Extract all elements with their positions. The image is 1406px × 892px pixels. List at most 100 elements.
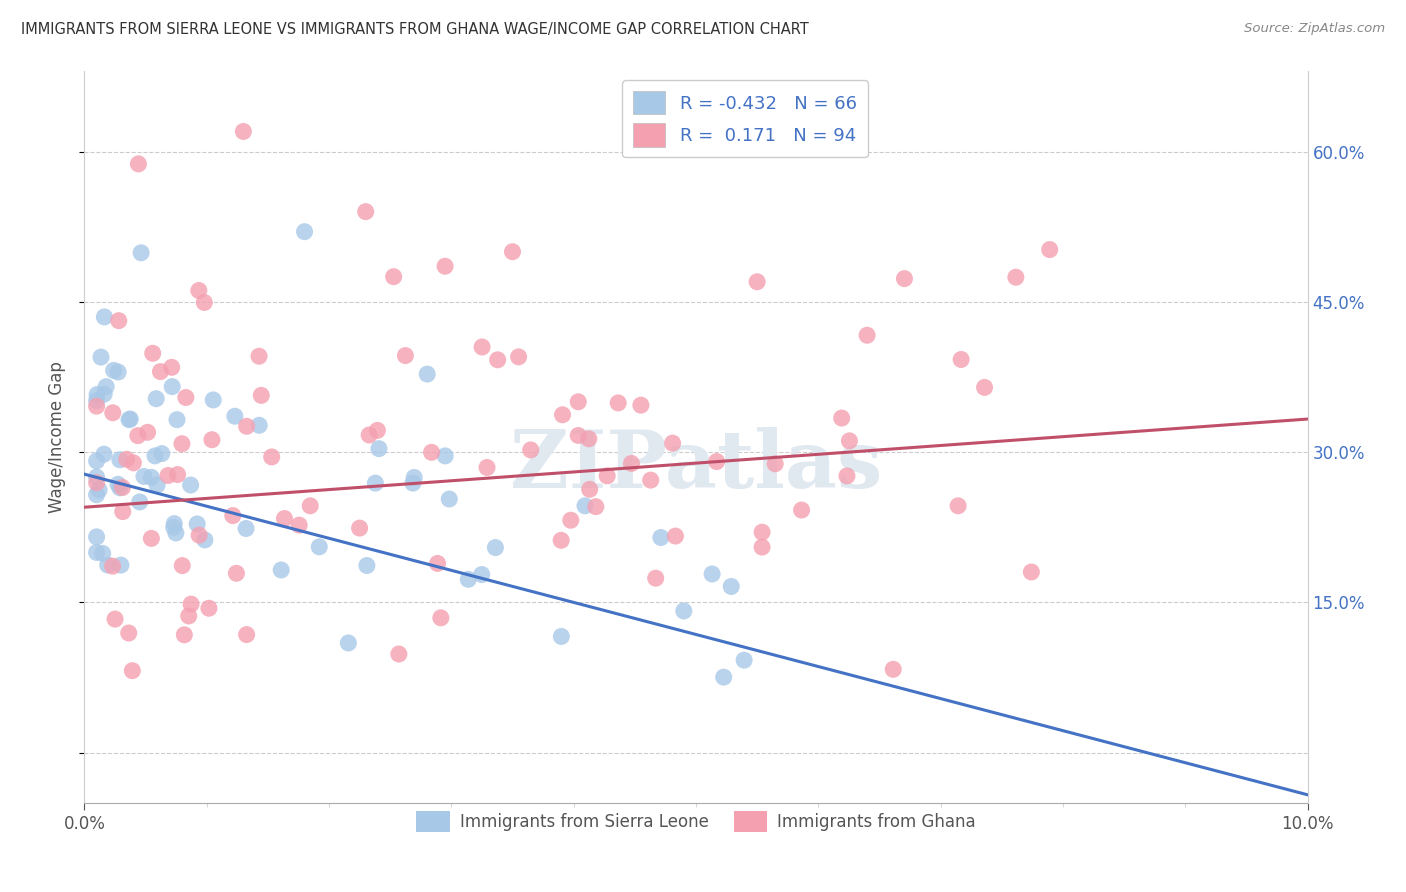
Point (97, 558, 120, 572)
Point (180, 478, 202, 492)
Point (831, 411, 853, 425)
Point (434, 259, 457, 273)
Point (86, 530, 108, 544)
Point (763, 457, 786, 471)
Point (93, 447, 115, 461)
Point (835, 469, 858, 483)
Point (86, 393, 108, 408)
Point (128, 495, 150, 509)
Point (751, 540, 773, 554)
Point (149, 365, 172, 379)
Point (187, 284, 209, 298)
Point (129, 245, 152, 260)
Point (644, 571, 666, 585)
Point (127, 157, 149, 171)
Point (118, 412, 141, 426)
Point (156, 468, 179, 483)
Point (1021, 565, 1043, 579)
Point (607, 396, 630, 410)
Point (86, 470, 108, 484)
Point (661, 436, 683, 450)
Point (486, 352, 509, 367)
Point (838, 434, 860, 448)
Point (86, 399, 108, 413)
Point (90, 350, 112, 364)
Point (172, 558, 194, 573)
Point (86, 454, 108, 468)
Point (457, 572, 479, 586)
Point (720, 579, 742, 593)
Point (198, 601, 221, 615)
Point (118, 626, 141, 640)
Point (388, 647, 411, 661)
Point (747, 275, 769, 289)
Point (550, 629, 572, 643)
Point (596, 468, 619, 483)
Point (359, 428, 381, 442)
Point (115, 452, 138, 467)
Point (664, 529, 686, 543)
Point (86, 475, 108, 490)
Point (120, 412, 142, 426)
Point (946, 499, 969, 513)
Point (733, 653, 755, 667)
Point (107, 365, 129, 379)
Point (232, 124, 254, 138)
Point (270, 563, 292, 577)
Point (973, 380, 995, 394)
Point (700, 566, 723, 581)
Point (165, 526, 187, 541)
Point (751, 525, 773, 540)
Point (108, 452, 131, 467)
Point (111, 505, 134, 519)
Point (434, 449, 457, 463)
Point (110, 558, 132, 573)
Point (337, 636, 360, 650)
Point (91, 546, 114, 560)
Point (354, 204, 377, 219)
Point (620, 457, 643, 471)
Point (471, 340, 494, 354)
Point (225, 566, 247, 581)
Point (551, 408, 574, 422)
Point (502, 244, 524, 259)
Point (107, 477, 129, 491)
Point (202, 392, 225, 407)
Point (174, 391, 197, 405)
Point (141, 470, 163, 484)
Point (142, 346, 165, 360)
Point (893, 271, 915, 285)
Point (1039, 243, 1062, 257)
Point (132, 469, 155, 483)
Point (127, 428, 149, 442)
Point (136, 425, 159, 440)
Point (186, 516, 208, 531)
Text: ZIPatlas: ZIPatlas (510, 427, 882, 506)
Point (150, 447, 173, 461)
Point (366, 423, 388, 437)
Point (308, 540, 330, 554)
Point (519, 442, 541, 457)
Point (578, 432, 600, 446)
Point (430, 611, 453, 625)
Point (550, 533, 572, 548)
Point (247, 349, 270, 363)
Point (349, 521, 371, 535)
Point (143, 449, 166, 463)
Point (108, 481, 131, 495)
Point (222, 508, 245, 523)
Point (273, 511, 295, 525)
Point (585, 500, 607, 514)
Point (247, 418, 270, 433)
Point (93, 310, 115, 324)
Point (250, 388, 273, 402)
Point (180, 597, 202, 611)
Point (224, 409, 246, 424)
Point (382, 269, 405, 284)
Point (103, 363, 125, 377)
Point (426, 557, 449, 571)
Point (402, 476, 425, 491)
Point (950, 352, 973, 367)
Point (706, 454, 728, 468)
Point (160, 379, 183, 393)
